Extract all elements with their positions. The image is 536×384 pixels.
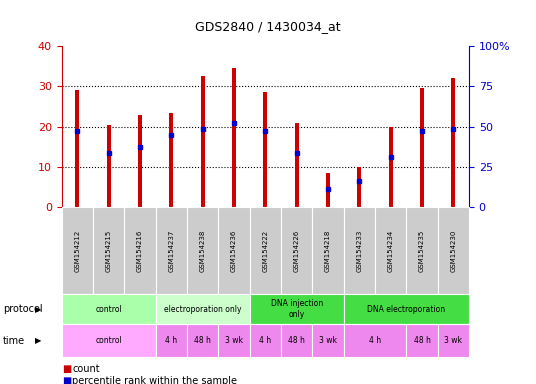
Bar bbox=[169, 113, 173, 207]
Bar bbox=[138, 114, 142, 207]
Text: 3 wk: 3 wk bbox=[444, 336, 463, 345]
Text: GSM154230: GSM154230 bbox=[450, 229, 456, 272]
Bar bbox=[358, 167, 361, 207]
Bar bbox=[107, 125, 110, 207]
Text: GSM154222: GSM154222 bbox=[262, 230, 269, 271]
Bar bbox=[295, 123, 299, 207]
Text: protocol: protocol bbox=[3, 304, 42, 314]
Text: 4 h: 4 h bbox=[259, 336, 271, 345]
Text: percentile rank within the sample: percentile rank within the sample bbox=[72, 376, 237, 384]
Text: 48 h: 48 h bbox=[288, 336, 305, 345]
Text: GSM154226: GSM154226 bbox=[294, 229, 300, 272]
Text: electroporation only: electroporation only bbox=[164, 305, 241, 314]
Text: GSM154238: GSM154238 bbox=[199, 229, 206, 272]
Text: ■: ■ bbox=[62, 376, 71, 384]
Text: DNA injection
only: DNA injection only bbox=[271, 300, 323, 319]
Text: ■: ■ bbox=[62, 364, 71, 374]
Bar bbox=[326, 173, 330, 207]
Text: GSM154218: GSM154218 bbox=[325, 229, 331, 272]
Text: control: control bbox=[95, 305, 122, 314]
Text: GSM154236: GSM154236 bbox=[231, 229, 237, 272]
Text: ▶: ▶ bbox=[35, 305, 42, 314]
Text: GSM154237: GSM154237 bbox=[168, 229, 174, 272]
Text: 4 h: 4 h bbox=[369, 336, 381, 345]
Text: 48 h: 48 h bbox=[194, 336, 211, 345]
Bar bbox=[76, 91, 79, 207]
Text: 3 wk: 3 wk bbox=[319, 336, 337, 345]
Bar bbox=[389, 127, 392, 207]
Text: GSM154235: GSM154235 bbox=[419, 229, 425, 272]
Text: GSM154216: GSM154216 bbox=[137, 229, 143, 272]
Bar bbox=[263, 93, 267, 207]
Bar bbox=[420, 88, 424, 207]
Text: time: time bbox=[3, 336, 25, 346]
Text: GSM154212: GSM154212 bbox=[75, 229, 80, 272]
Bar bbox=[201, 76, 205, 207]
Text: GSM154233: GSM154233 bbox=[356, 229, 362, 272]
Text: GSM154234: GSM154234 bbox=[388, 229, 393, 272]
Text: 48 h: 48 h bbox=[414, 336, 430, 345]
Bar bbox=[232, 68, 236, 207]
Text: 4 h: 4 h bbox=[165, 336, 177, 345]
Text: GSM154215: GSM154215 bbox=[106, 229, 111, 272]
Text: count: count bbox=[72, 364, 100, 374]
Text: ▶: ▶ bbox=[35, 336, 42, 345]
Bar bbox=[451, 78, 455, 207]
Text: 3 wk: 3 wk bbox=[225, 336, 243, 345]
Text: control: control bbox=[95, 336, 122, 345]
Text: GDS2840 / 1430034_at: GDS2840 / 1430034_at bbox=[195, 20, 341, 33]
Text: DNA electroporation: DNA electroporation bbox=[367, 305, 445, 314]
